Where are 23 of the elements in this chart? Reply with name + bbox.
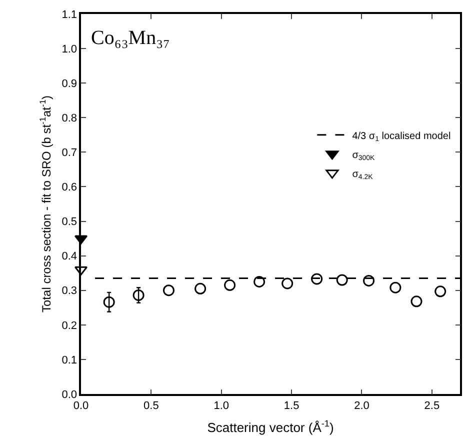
x-tick-label: 2.0	[354, 400, 370, 412]
x-axis-title: Scattering vector (Å$^{-1}$)	[207, 418, 334, 436]
annotation: Co₆₃Mn₃₇	[91, 27, 170, 49]
y-tick-label: 0.7	[62, 147, 78, 160]
legend-label: σ$_{300K}$	[352, 150, 376, 162]
y-tick-label: 0.5	[62, 216, 78, 228]
y-tick-label: 0.4	[62, 250, 78, 263]
x-tick-label: 0.5	[144, 400, 159, 412]
y-tick-label: 1.1	[62, 8, 78, 21]
y-tick-label: 0.3	[62, 285, 78, 298]
y-tick-label: 0.8	[62, 112, 78, 124]
y-tick-label: 0.0	[62, 388, 78, 401]
y-tick-label: 0.1	[62, 354, 78, 366]
y-tick-label: 0.6	[62, 182, 78, 194]
y-tick-label: 0.2	[62, 320, 78, 332]
x-tick-label: 0.0	[73, 400, 89, 412]
legend-label: σ$_{4.2K}$	[352, 168, 374, 181]
x-tick-label: 2.5	[424, 400, 440, 412]
x-tick-label: 1.0	[214, 400, 230, 412]
legend-label: 4/3 σ$_{1}$ localised model	[352, 130, 451, 143]
y-tick-label: 0.9	[62, 78, 78, 90]
x-tick-label: 1.5	[284, 400, 300, 412]
y-tick-label: 1.0	[62, 43, 78, 56]
